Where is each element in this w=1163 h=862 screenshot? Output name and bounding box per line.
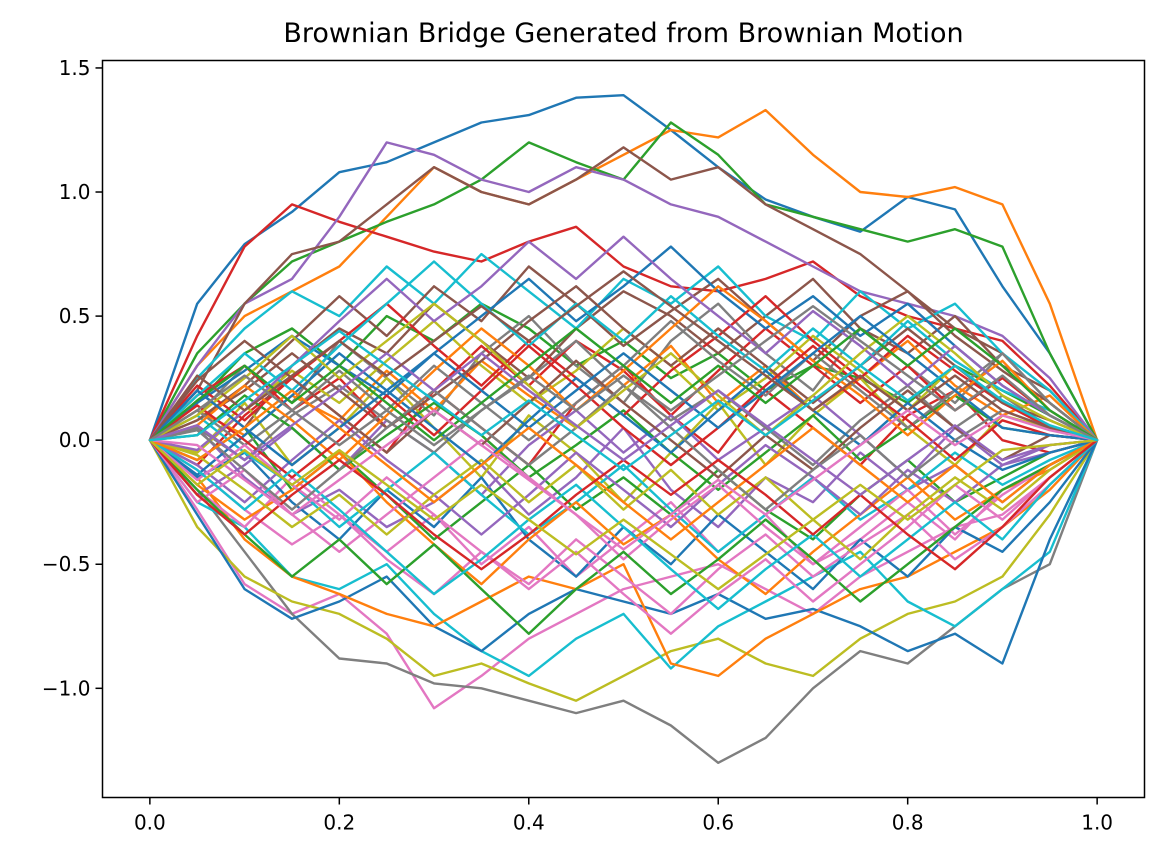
series-line-6 <box>148 146 1099 442</box>
series-line-43 <box>148 439 1099 635</box>
series-line-27 <box>148 439 1099 616</box>
series-line-2 <box>148 108 1099 442</box>
x-tick-label-1: 0.2 <box>323 811 355 835</box>
y-axis: −1.0 −0.5 0.0 0.5 1.0 1.5 <box>42 56 103 700</box>
series-line-58 <box>148 305 1099 447</box>
series-layer <box>148 93 1099 764</box>
series-line-53 <box>148 327 1099 442</box>
x-tick-label-4: 0.8 <box>892 811 924 835</box>
y-tick-label-4: 1.0 <box>59 180 91 204</box>
series-line-33 <box>148 394 1099 491</box>
series-line-52 <box>148 389 1099 541</box>
series-line-12 <box>148 439 1099 678</box>
series-line-48 <box>148 384 1099 511</box>
series-line-4 <box>148 203 1099 442</box>
x-axis: 0.0 0.2 0.4 0.6 0.8 1.0 <box>134 797 1113 835</box>
y-tick-label-5: 1.5 <box>59 56 91 80</box>
series-line-32 <box>148 439 1099 596</box>
series-line-7 <box>148 439 1099 710</box>
series-line-10 <box>148 439 1099 678</box>
series-line-40 <box>148 260 1099 442</box>
series-line-59 <box>148 439 1099 591</box>
series-line-41 <box>148 352 1099 477</box>
series-line-37 <box>148 439 1099 566</box>
series-line-17 <box>148 439 1099 578</box>
series-line-57 <box>148 409 1099 551</box>
series-line-39 <box>148 439 1099 561</box>
series-line-42 <box>148 285 1099 462</box>
series-line-11 <box>148 439 1099 665</box>
series-line-56 <box>148 270 1099 442</box>
series-line-31 <box>148 245 1099 442</box>
series-line-60 <box>148 329 1099 472</box>
x-tick-label-5: 1.0 <box>1081 811 1113 835</box>
y-tick-label-2: 0.0 <box>59 428 91 452</box>
y-tick-label-0: −1.0 <box>42 676 91 700</box>
series-line-35 <box>148 419 1099 536</box>
series-line-36 <box>148 285 1099 442</box>
x-tick-label-3: 0.6 <box>702 811 734 835</box>
chart-title: Brownian Bridge Generated from Brownian … <box>283 18 963 49</box>
series-line-44 <box>148 344 1099 479</box>
series-line-26 <box>148 265 1099 442</box>
y-tick-label-1: −0.5 <box>42 552 91 576</box>
x-tick-label-0: 0.0 <box>134 811 166 835</box>
series-line-9 <box>148 439 1099 702</box>
series-line-30 <box>148 414 1099 553</box>
series-line-55 <box>148 352 1099 496</box>
x-tick-label-2: 0.4 <box>513 811 545 835</box>
series-line-1 <box>148 93 1099 442</box>
plot-area-frame <box>101 59 1146 799</box>
series-line-20 <box>148 252 1099 442</box>
y-tick-label-3: 0.5 <box>59 304 91 328</box>
